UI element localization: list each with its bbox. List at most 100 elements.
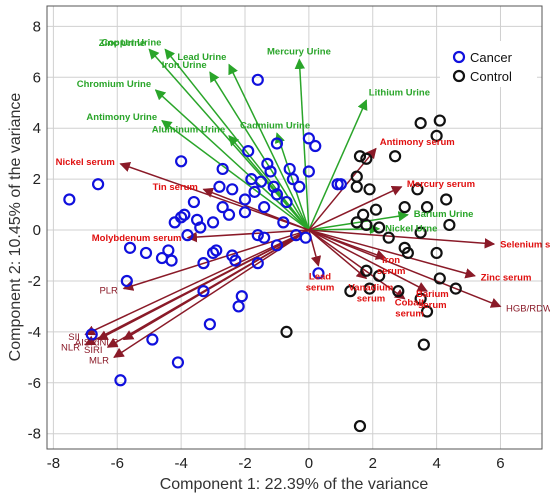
control-point xyxy=(280,325,293,338)
cancer-point xyxy=(165,254,178,267)
x-tick-label: 2 xyxy=(369,455,377,472)
vector-molybdenum-serum xyxy=(186,229,309,243)
vector-label-molybdenum-serum: Molybdenum serum xyxy=(92,233,182,244)
cancer-point xyxy=(302,132,315,145)
control-point xyxy=(430,246,443,260)
control-point xyxy=(449,282,462,295)
control-point xyxy=(353,150,367,163)
vector-label-nlr: NLR xyxy=(61,342,80,353)
vector-label-antimony-urine: Antimony Urine xyxy=(86,112,157,123)
cancer-point xyxy=(258,231,271,244)
control-point xyxy=(373,221,386,234)
cancer-point xyxy=(309,139,322,153)
vector-label-mercury-urine: Mercury Urine xyxy=(267,46,331,57)
vector-label-antimony-serum: Antimony serum xyxy=(380,137,455,148)
y-axis-title: Component 2: 10.45% of the variance xyxy=(7,93,24,362)
control-point xyxy=(392,285,405,298)
vector-label-siri: SIRI xyxy=(84,345,102,356)
control-point xyxy=(430,129,443,142)
cancer-point xyxy=(175,155,188,168)
vector-label-barium-urine: Barium Urine xyxy=(414,209,474,220)
vector-nlr xyxy=(84,229,310,346)
cancer-point xyxy=(203,318,216,331)
cancer-point xyxy=(171,356,185,369)
control-point xyxy=(398,201,411,214)
vector-lead-urine xyxy=(228,63,310,231)
cancer-point xyxy=(254,175,268,188)
cancer-point xyxy=(178,208,191,221)
cancer-point xyxy=(216,162,229,176)
legend-marker-cancer xyxy=(452,50,466,64)
cancer-point xyxy=(258,201,271,214)
cancer-point xyxy=(312,267,325,280)
x-tick-label: -6 xyxy=(111,455,124,472)
vector-label-cadmium-urine: Cadmium Urine xyxy=(240,121,310,132)
y-tick-label: 6 xyxy=(33,69,41,86)
vector-label-zinc-urine: Zinc Urine xyxy=(99,38,145,49)
cancer-point xyxy=(277,216,290,229)
vector-barium-serum xyxy=(308,229,428,292)
vector-label-nickel-urne: Nickel Urne xyxy=(385,224,437,235)
cancer-point xyxy=(280,195,293,209)
control-point xyxy=(401,246,414,260)
y-tick-label: -2 xyxy=(28,273,41,290)
vector-selenium-serum xyxy=(308,229,496,249)
cancer-point xyxy=(251,229,264,242)
x-tick-label: 4 xyxy=(432,455,440,472)
cancer-point xyxy=(175,211,188,224)
cancer-point xyxy=(238,206,252,219)
vector-label-selenium-serum: Selenium serum xyxy=(500,240,550,251)
vector-label-aluminum-urine: Aluminum Urine xyxy=(152,124,225,135)
control-point xyxy=(414,117,427,130)
cancer-point xyxy=(334,178,347,191)
x-tick-label: -2 xyxy=(238,455,251,472)
vector-nickel-serum xyxy=(119,162,310,231)
cancer-point xyxy=(226,183,239,196)
cancer-point xyxy=(85,328,98,341)
x-axis-title: Component 1: 22.39% of the variance xyxy=(160,476,429,493)
vector-lithium-urine xyxy=(308,99,368,231)
x-tick-label: 6 xyxy=(496,455,504,472)
cancer-point xyxy=(206,246,220,260)
control-point xyxy=(414,226,427,239)
control-point xyxy=(433,272,446,285)
control-point xyxy=(363,183,376,196)
vector-label-hgb-rdw: HGB/RDW xyxy=(506,304,550,315)
vector-label-chromium-urine: Chromium Urine xyxy=(77,79,151,90)
cancer-point xyxy=(114,374,127,387)
control-point xyxy=(417,338,430,351)
cancer-point xyxy=(181,229,194,242)
y-tick-label: -8 xyxy=(28,426,41,443)
cancer-point xyxy=(302,165,315,178)
control-point xyxy=(350,170,363,183)
cancer-point xyxy=(197,285,210,298)
y-tick-label: 2 xyxy=(33,171,41,188)
cancer-point xyxy=(91,178,105,191)
vector-label-iron-serum: Iron serum xyxy=(377,255,406,277)
vector-label-lead-urine: Lead Urine xyxy=(177,52,226,63)
plot-frame xyxy=(46,5,543,450)
vector-label-aisi: AISI xyxy=(75,337,93,348)
control-point xyxy=(360,152,373,165)
vector-cobalt-serum xyxy=(308,229,406,300)
vector-zinc-serum xyxy=(308,229,476,279)
control-point xyxy=(420,305,434,318)
cancer-point xyxy=(286,173,300,186)
control-point xyxy=(382,231,395,244)
cancer-point xyxy=(299,231,312,244)
cancer-point xyxy=(146,333,159,346)
vector-label-copper-urine: Copper Urine xyxy=(101,38,161,49)
control-point xyxy=(344,285,357,298)
control-point xyxy=(414,292,427,305)
control-point xyxy=(360,264,373,277)
vector-cadmium-urine xyxy=(274,132,310,231)
cancer-point xyxy=(248,185,261,198)
cancer-point xyxy=(238,193,252,206)
legend-marker-control xyxy=(452,69,466,83)
vector-vanadium-serum xyxy=(308,229,368,280)
vector-mercury-urine xyxy=(294,58,310,231)
control-point xyxy=(440,193,453,206)
cancer-point xyxy=(206,216,220,229)
vector-label-tin-serum: Tin serum xyxy=(153,182,198,193)
